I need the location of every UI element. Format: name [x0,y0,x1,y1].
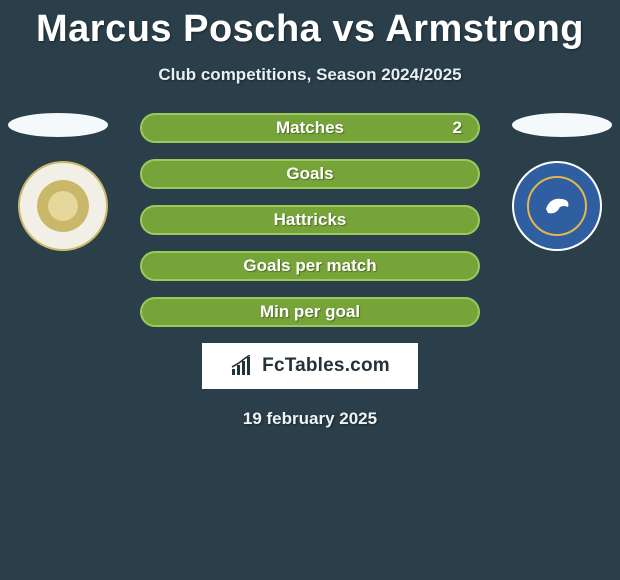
date-label: 19 february 2025 [0,409,620,429]
page-subtitle: Club competitions, Season 2024/2025 [0,65,620,85]
team-crest-right-ring [527,176,587,236]
team-crest-left [18,161,108,251]
stat-bar-goals-per-match: Goals per match [140,251,480,281]
bar-chart-icon [230,355,258,377]
stat-bar-hattricks: Hattricks [140,205,480,235]
stat-label: Hattricks [274,210,347,230]
stat-label: Goals [286,164,333,184]
stat-label: Min per goal [260,302,360,322]
page-title: Marcus Poscha vs Armstrong [0,0,620,51]
stat-label: Goals per match [243,256,376,276]
stat-bar-matches: Matches 2 [140,113,480,143]
stat-bar-goals: Goals [140,159,480,189]
stat-bars: Matches 2 Goals Hattricks Goals per matc… [140,113,480,327]
bird-icon [540,189,574,223]
comparison-panel: Matches 2 Goals Hattricks Goals per matc… [0,113,620,429]
shadow-ellipse-left [8,113,108,137]
watermark-text: FcTables.com [262,355,390,377]
watermark-badge: FcTables.com [202,343,418,389]
shadow-ellipse-right [512,113,612,137]
stat-bar-min-per-goal: Min per goal [140,297,480,327]
stat-value: 2 [453,118,462,138]
stat-label: Matches [276,118,344,138]
team-crest-right [512,161,602,251]
